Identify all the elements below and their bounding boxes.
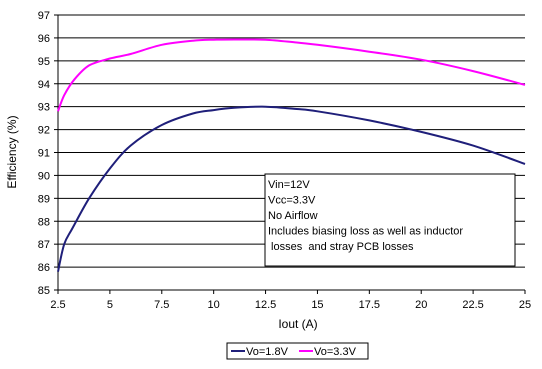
x-tick-label: 15 [311,299,323,311]
x-axis-title: Iout (A) [278,317,317,331]
x-tick-label: 10 [208,299,220,311]
y-tick-label: 86 [38,262,50,274]
x-tick-label: 12.5 [255,299,276,311]
annotation-box: Vin=12V Vcc=3.3V No Airflow Includes biasin… [264,173,516,267]
x-tick-label: 22.5 [462,299,483,311]
series-layer [57,38,526,272]
y-tick-label: 96 [38,33,50,45]
annotation-line: No Airflow [268,210,318,222]
legend: Vo=1.8V Vo=3.3V [226,342,369,360]
y-tick-label: 91 [38,148,50,160]
x-tick-label: 20 [415,299,427,311]
y-tick-label: 95 [38,56,50,68]
y-axis-title: Efficiency (%) [5,115,19,188]
annotation-frame [264,173,516,267]
x-tick-label: 7.5 [154,299,169,311]
annotation-line: Vin=12V [268,179,310,191]
legend-frame [226,342,369,360]
series-line-vo-3-3v [57,38,526,112]
annotation-line: losses and stray PCB losses [268,241,414,253]
legend-label-vo-1-8v: Vo=1.8V [246,346,289,358]
y-tick-label: 85 [38,285,50,297]
x-tick-label: 17.5 [359,299,380,311]
y-tick-label: 89 [38,193,50,205]
y-tick-label: 94 [38,79,50,91]
x-tick-label: 25 [519,299,531,311]
x-tick-label: 5 [107,299,113,311]
legend-label-vo-3-3v: Vo=3.3V [314,346,357,358]
x-tick-label: 2.5 [50,299,65,311]
annotation-line: Vcc=3.3V [268,195,316,207]
y-tick-label: 97 [38,10,50,22]
series-line-vo-1-8v [57,105,526,272]
y-tick-label: 88 [38,216,50,228]
y-tick-label: 90 [38,170,50,182]
axes-layer: 85 86 87 88 89 90 91 92 93 94 95 96 97 2.5 5 7.5 10 12.5 1… [38,10,531,311]
y-tick-label: 92 [38,125,50,137]
annotation-line: Includes biasing loss as well as inducto… [268,226,463,238]
y-tick-label: 93 [38,102,50,114]
y-tick-label: 87 [38,239,50,251]
